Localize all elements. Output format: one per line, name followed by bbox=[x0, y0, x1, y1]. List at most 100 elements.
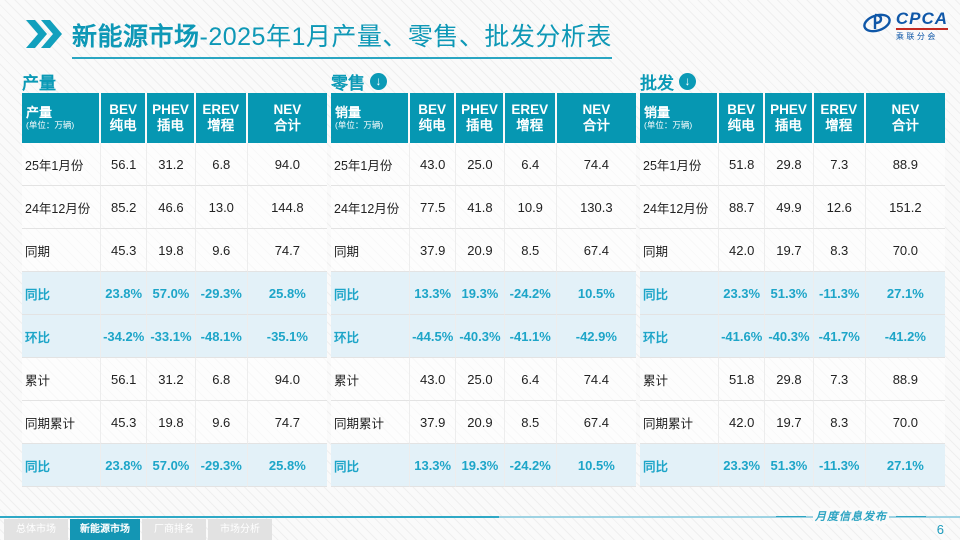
cell-value: 8.3 bbox=[813, 229, 866, 272]
cell-value: 19.7 bbox=[765, 401, 814, 444]
cell-value: 23.3% bbox=[719, 444, 766, 487]
cell-value: 67.4 bbox=[556, 401, 636, 444]
row-label: 环比 bbox=[22, 315, 102, 358]
cell-value: -41.6% bbox=[719, 315, 766, 358]
logo-brand: CPCA bbox=[895, 9, 948, 30]
row-label: 同期累计 bbox=[331, 401, 411, 444]
cell-value: 51.3% bbox=[765, 444, 814, 487]
cell-value: -29.3% bbox=[195, 444, 248, 487]
cell-value: -41.7% bbox=[813, 315, 866, 358]
cell-value: 6.8 bbox=[195, 358, 248, 401]
cpca-logo: CPCA 乘联分会 bbox=[862, 10, 948, 42]
col-header-metric: 产量 (单位：万辆) bbox=[22, 93, 102, 143]
page-title-rest: -2025年1月产量、零售、批发分析表 bbox=[199, 23, 612, 51]
cell-value: 31.2 bbox=[147, 358, 196, 401]
col-header: EREV 增程 bbox=[195, 93, 248, 143]
cell-value: 70.0 bbox=[865, 401, 945, 444]
cell-value: 6.8 bbox=[195, 143, 248, 186]
table-row: 同比 23.8% 57.0% -29.3% 25.8% bbox=[22, 444, 327, 487]
cell-value: 51.8 bbox=[719, 358, 766, 401]
cell-value: 77.5 bbox=[410, 186, 457, 229]
row-label: 累计 bbox=[640, 358, 720, 401]
cell-value: 42.0 bbox=[719, 229, 766, 272]
cell-value: 151.2 bbox=[865, 186, 945, 229]
note-dash-right bbox=[896, 515, 926, 517]
slide-header: 新能源市场-2025年1月产量、零售、批发分析表 bbox=[26, 17, 612, 59]
footer-tab-0[interactable]: 总体市场 bbox=[4, 519, 68, 540]
double-chevron-icon bbox=[26, 20, 62, 53]
cell-value: 29.8 bbox=[765, 358, 814, 401]
footer-note-text: 月度信息发布 bbox=[813, 508, 889, 524]
row-label: 累计 bbox=[22, 358, 102, 401]
table-row: 同比 23.3% 51.3% -11.3% 27.1% bbox=[640, 272, 945, 315]
cell-value: 37.9 bbox=[410, 229, 457, 272]
cell-value: 57.0% bbox=[147, 272, 196, 315]
table-row: 同期累计 37.9 20.9 8.5 67.4 bbox=[331, 401, 636, 444]
cell-value: 42.0 bbox=[719, 401, 766, 444]
table-row: 同比 13.3% 19.3% -24.2% 10.5% bbox=[331, 272, 636, 315]
cell-value: 27.1% bbox=[865, 272, 945, 315]
section-title: 零售 bbox=[331, 74, 365, 93]
page-title-bold: 新能源市场 bbox=[72, 23, 200, 51]
row-label: 环比 bbox=[331, 315, 411, 358]
cell-value: -41.2% bbox=[865, 315, 945, 358]
cell-value: 6.4 bbox=[504, 358, 557, 401]
footer-tab-bar: 总体市场 新能源市场 厂商排名 市场分析 bbox=[4, 519, 272, 540]
header-row: 销量 (单位：万辆) BEV 纯电 PHEV 插电 EREV 增程 NEV 合计 bbox=[331, 93, 636, 143]
cell-value: 19.8 bbox=[147, 229, 196, 272]
cell-value: 88.7 bbox=[719, 186, 766, 229]
cell-value: 6.4 bbox=[504, 143, 557, 186]
cell-value: 19.8 bbox=[147, 401, 196, 444]
table-row: 同期 37.9 20.9 8.5 67.4 bbox=[331, 229, 636, 272]
cell-value: 49.9 bbox=[765, 186, 814, 229]
row-label: 累计 bbox=[331, 358, 411, 401]
cell-value: -41.1% bbox=[504, 315, 557, 358]
row-label: 同比 bbox=[22, 444, 102, 487]
page-number: 6 bbox=[936, 522, 944, 537]
footer-tab-1[interactable]: 新能源市场 bbox=[70, 519, 140, 540]
table-row: 25年1月份 51.8 29.8 7.3 88.9 bbox=[640, 143, 945, 186]
cell-value: -34.2% bbox=[101, 315, 148, 358]
row-label: 同期 bbox=[640, 229, 720, 272]
footer-tab-2[interactable]: 厂商排名 bbox=[142, 519, 206, 540]
cell-value: -33.1% bbox=[147, 315, 196, 358]
cell-value: 45.3 bbox=[101, 229, 148, 272]
col-header: PHEV 插电 bbox=[147, 93, 196, 143]
row-label: 同期累计 bbox=[640, 401, 720, 444]
footer-tab-3[interactable]: 市场分析 bbox=[208, 519, 272, 540]
cell-value: -24.2% bbox=[504, 272, 557, 315]
cell-value: 144.8 bbox=[247, 186, 327, 229]
cell-value: -11.3% bbox=[813, 272, 866, 315]
cell-value: 27.1% bbox=[865, 444, 945, 487]
col-header: NEV 合计 bbox=[865, 93, 945, 143]
cell-value: 23.8% bbox=[101, 444, 148, 487]
cell-value: 88.9 bbox=[865, 143, 945, 186]
col-header-metric: 销量 (单位：万辆) bbox=[331, 93, 411, 143]
footer-note: 月度信息发布 bbox=[776, 508, 926, 524]
cell-value: 25.0 bbox=[456, 358, 505, 401]
table-row: 24年12月份 88.7 49.9 12.6 151.2 bbox=[640, 186, 945, 229]
cell-value: 9.6 bbox=[195, 401, 248, 444]
data-table: 销量 (单位：万辆) BEV 纯电 PHEV 插电 EREV 增程 NEV 合计 25年1月份 … bbox=[331, 93, 636, 487]
cell-value: 70.0 bbox=[865, 229, 945, 272]
table-row: 环比 -44.5% -40.3% -41.1% -42.9% bbox=[331, 315, 636, 358]
cell-value: 130.3 bbox=[556, 186, 636, 229]
header-row: 产量 (单位：万辆) BEV 纯电 PHEV 插电 EREV 增程 NEV 合计 bbox=[22, 93, 327, 143]
row-label: 同比 bbox=[640, 272, 720, 315]
cell-value: 41.8 bbox=[456, 186, 505, 229]
data-table: 产量 (单位：万辆) BEV 纯电 PHEV 插电 EREV 增程 NEV 合计 25年1月份 … bbox=[22, 93, 327, 487]
cell-value: 85.2 bbox=[101, 186, 148, 229]
logo-subtitle: 乘联分会 bbox=[895, 31, 938, 41]
cell-value: 12.6 bbox=[813, 186, 866, 229]
cell-value: 19.3% bbox=[456, 272, 505, 315]
cell-value: 94.0 bbox=[247, 143, 327, 186]
cell-value: 10.9 bbox=[504, 186, 557, 229]
row-label: 24年12月份 bbox=[331, 186, 411, 229]
cell-value: -11.3% bbox=[813, 444, 866, 487]
section-label: 零售 ↓ bbox=[331, 70, 636, 93]
table-row: 累计 51.8 29.8 7.3 88.9 bbox=[640, 358, 945, 401]
cell-value: 9.6 bbox=[195, 229, 248, 272]
cell-value: 74.7 bbox=[247, 229, 327, 272]
col-header: NEV 合计 bbox=[556, 93, 636, 143]
table-row: 25年1月份 43.0 25.0 6.4 74.4 bbox=[331, 143, 636, 186]
